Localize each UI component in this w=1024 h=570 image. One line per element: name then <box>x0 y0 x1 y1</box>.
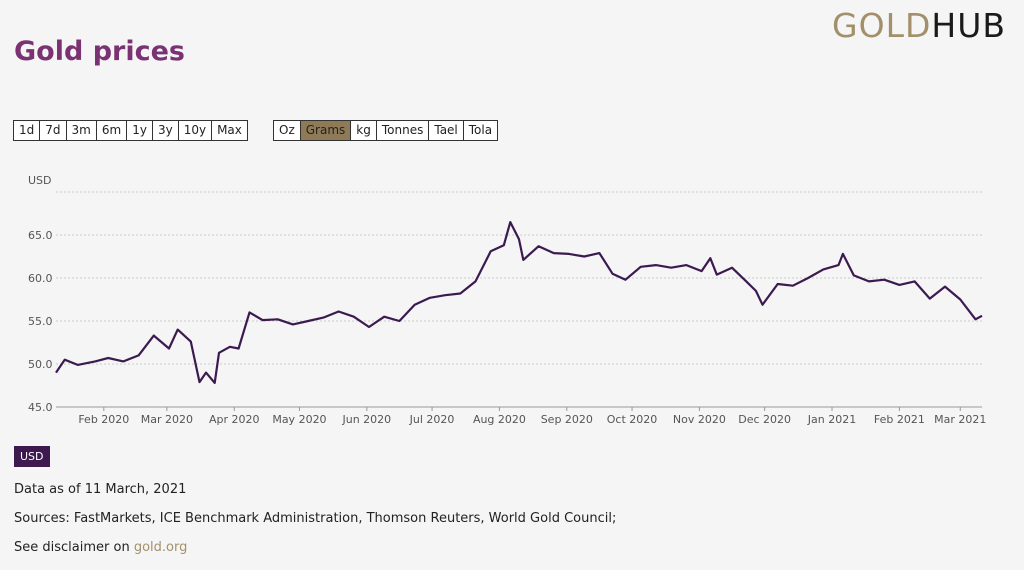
y-tick-label: 55.0 <box>28 315 53 328</box>
sources-text: Sources: FastMarkets, ICE Benchmark Admi… <box>14 511 617 526</box>
x-tick-label: Aug 2020 <box>473 413 526 426</box>
range-button-1y[interactable]: 1y <box>126 120 153 141</box>
range-button-3y[interactable]: 3y <box>151 120 179 141</box>
x-tick-label: Jul 2020 <box>409 413 455 426</box>
disclaimer-text: See disclaimer on gold.org <box>14 540 187 555</box>
unit-button-kg[interactable]: kg <box>350 120 377 141</box>
x-tick-label: May 2020 <box>272 413 326 426</box>
range-button-1d[interactable]: 1d <box>13 120 41 141</box>
disclaimer-prefix: See disclaimer on <box>14 540 134 555</box>
x-tick-label: Oct 2020 <box>607 413 658 426</box>
page-title: Gold prices <box>14 36 185 67</box>
x-tick-label: Mar 2020 <box>141 413 193 426</box>
currency-badge[interactable]: USD <box>14 446 50 467</box>
x-tick-label: Jun 2020 <box>341 413 391 426</box>
y-tick-label: 65.0 <box>28 229 53 242</box>
range-button-max[interactable]: Max <box>211 120 248 141</box>
unit-button-grams[interactable]: Grams <box>299 120 352 141</box>
unit-button-oz[interactable]: Oz <box>273 120 301 141</box>
gold-org-link[interactable]: gold.org <box>133 540 188 555</box>
range-button-10y[interactable]: 10y <box>177 120 213 141</box>
x-tick-label: Nov 2020 <box>673 413 726 426</box>
unit-button-tonnes[interactable]: Tonnes <box>375 120 430 141</box>
range-button-7d[interactable]: 7d <box>39 120 67 141</box>
range-button-6m[interactable]: 6m <box>95 120 128 141</box>
x-tick-label: Sep 2020 <box>541 413 593 426</box>
y-axis-unit-label: USD <box>28 174 52 187</box>
logo-hub-text: HUB <box>931 6 1006 45</box>
x-tick-label: Apr 2020 <box>209 413 260 426</box>
x-tick-label: Feb 2021 <box>874 413 925 426</box>
logo-gold-text: GOLD <box>832 6 932 45</box>
y-tick-label: 60.0 <box>28 272 53 285</box>
goldhub-logo[interactable]: GOLDHUB <box>832 6 1006 45</box>
x-tick-label: Mar 2021 <box>934 413 986 426</box>
price-series-line <box>55 220 983 384</box>
y-tick-label: 45.0 <box>28 401 53 414</box>
unit-button-tael[interactable]: Tael <box>428 120 464 141</box>
unit-selector: Oz Grams kg Tonnes Tael Tola <box>273 120 499 141</box>
x-tick-label: Dec 2020 <box>738 413 791 426</box>
data-as-of-text: Data as of 11 March, 2021 <box>14 482 187 497</box>
gold-price-chart[interactable]: USD 45.0 50.0 55.0 60.0 65.0 Feb 2020 Mar 2020 A… <box>0 160 1024 440</box>
y-tick-label: 50.0 <box>28 358 53 371</box>
x-tick-label: Feb 2020 <box>78 413 129 426</box>
time-range-selector: 1d 7d 3m 6m 1y 3y 10y Max <box>13 120 248 141</box>
x-tick-label: Jan 2021 <box>807 413 856 426</box>
range-button-3m[interactable]: 3m <box>65 120 97 141</box>
unit-button-tola[interactable]: Tola <box>462 120 499 141</box>
